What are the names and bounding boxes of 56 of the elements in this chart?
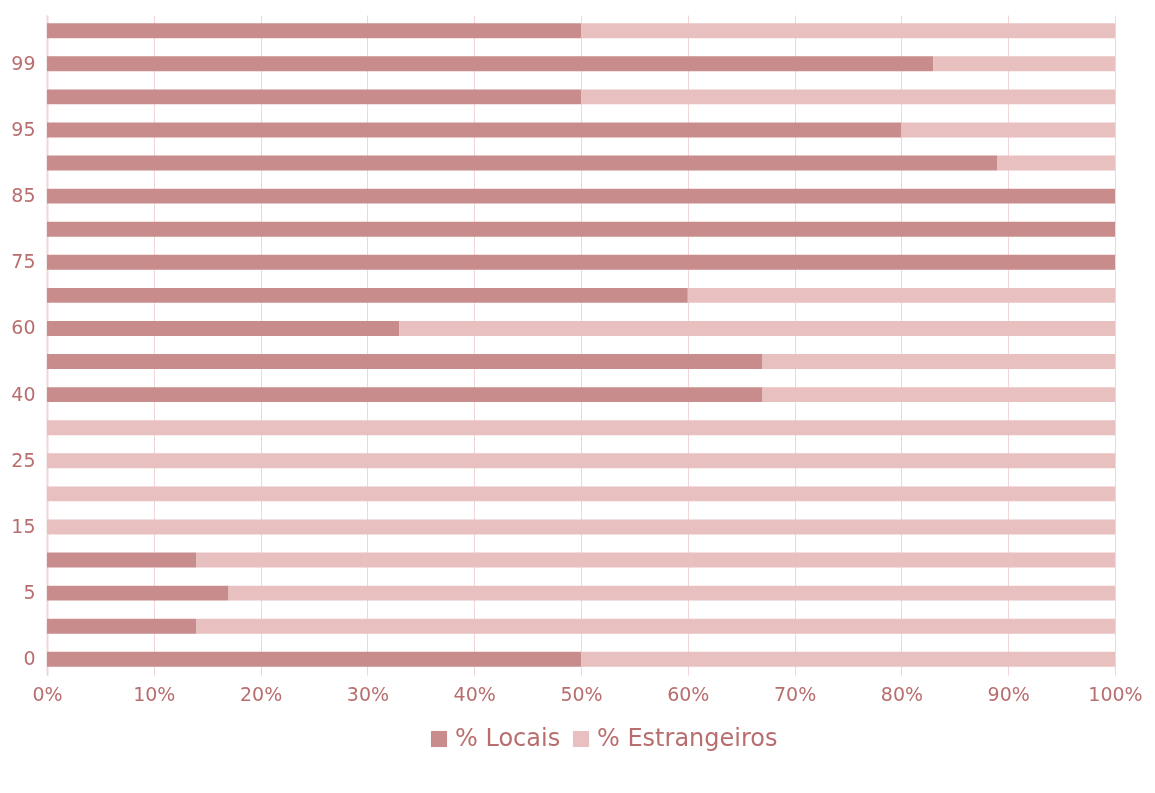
bar — [228, 585, 1115, 601]
bar — [901, 122, 1115, 138]
y-tick-label: 5 — [23, 581, 36, 604]
bar — [47, 122, 902, 138]
bar — [47, 254, 1115, 270]
x-tick-label: 80% — [880, 682, 924, 705]
bar — [47, 486, 1115, 502]
x-tick-label: 100% — [1088, 682, 1143, 705]
bar — [997, 155, 1115, 171]
bar — [196, 552, 1115, 568]
bar — [687, 287, 1115, 303]
bar — [933, 56, 1115, 72]
y-tick-label: 25 — [11, 448, 36, 471]
bar — [47, 651, 581, 667]
y-tick-label: 75 — [11, 250, 36, 273]
x-tick-label: 70% — [773, 682, 817, 705]
bar — [47, 155, 998, 171]
bar — [581, 23, 1115, 39]
bar — [581, 651, 1115, 667]
bar — [196, 618, 1115, 634]
y-tick-label: 85 — [11, 184, 36, 207]
bar — [47, 287, 688, 303]
bar — [762, 354, 1115, 369]
bar — [47, 552, 197, 568]
bar — [47, 618, 197, 634]
y-tick-label: 60 — [11, 316, 36, 339]
x-tick-label: 30% — [346, 682, 390, 705]
legend-label: % Estrangeiros — [597, 724, 778, 752]
bar — [399, 321, 1115, 336]
x-tick-label: 40% — [453, 682, 496, 705]
bar — [47, 56, 934, 72]
bar — [47, 321, 400, 336]
x-tick-label: 10% — [133, 682, 176, 705]
y-tick-label: 95 — [11, 117, 36, 140]
y-tick-label: 15 — [11, 514, 36, 537]
y-tick-label: 40 — [11, 382, 36, 405]
bar — [47, 420, 1115, 436]
bar — [47, 519, 1115, 535]
bar — [47, 387, 763, 403]
bar — [47, 188, 1115, 204]
bar — [47, 221, 1115, 237]
bar — [47, 585, 229, 601]
bar — [762, 387, 1115, 403]
bar — [581, 89, 1115, 105]
y-tick-label: 0 — [23, 647, 36, 670]
bar — [47, 23, 581, 39]
bar — [47, 354, 763, 369]
bar — [47, 453, 1115, 469]
x-tick-label: 90% — [987, 682, 1030, 705]
legend-label: % Locais — [455, 724, 561, 752]
x-tick-label: 20% — [239, 682, 283, 705]
x-tick-label: 60% — [667, 682, 710, 705]
bar — [47, 89, 581, 105]
x-tick-label: 0% — [32, 682, 63, 705]
y-tick-label: 99 — [11, 51, 36, 74]
x-tick-label: 50% — [560, 682, 603, 705]
